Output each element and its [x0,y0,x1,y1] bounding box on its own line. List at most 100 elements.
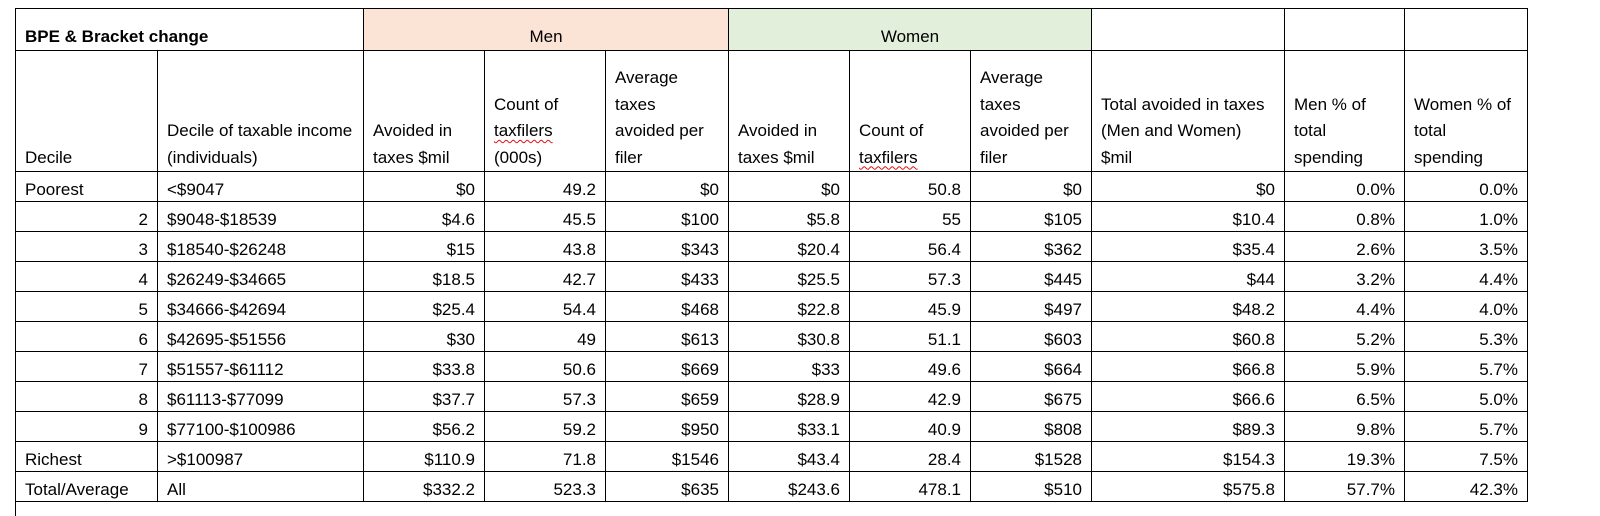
cell-men-count[interactable]: 54.4 [484,291,606,322]
cell-women-count[interactable]: 28.4 [849,441,971,472]
cell-men-pct[interactable]: 5.2% [1284,321,1405,352]
col-header-women-count[interactable]: Count of taxfilers [849,50,971,172]
cell-men-pct[interactable]: 5.9% [1284,351,1405,382]
cell-men-pct[interactable]: 9.8% [1284,411,1405,442]
cell-women-pct[interactable]: 5.7% [1404,411,1528,442]
cell-men-count[interactable]: 57.3 [484,381,606,412]
cell-men-pct[interactable]: 6.5% [1284,381,1405,412]
cell-women-avoided[interactable]: $33.1 [728,411,850,442]
cell-total-avoided[interactable]: $575.8 [1091,471,1285,502]
men-group-header[interactable]: Men [363,8,729,51]
table-title-cell[interactable]: BPE & Bracket change [15,8,364,51]
cell-women-pct[interactable]: 4.0% [1404,291,1528,322]
cell-women-pct[interactable]: 5.3% [1404,321,1528,352]
cell-total-avoided[interactable]: $0 [1091,171,1285,202]
cell-decile[interactable]: 9 [15,411,158,442]
cell-women-average[interactable]: $0 [970,171,1092,202]
cell-men-avoided[interactable]: $110.9 [363,441,485,472]
cell-women-pct[interactable]: 42.3% [1404,471,1528,502]
cell-women-count[interactable]: 49.6 [849,351,971,382]
col-header-men-pct[interactable]: Men % of total spending [1284,50,1405,172]
cell-women-count[interactable]: 55 [849,201,971,232]
cell-women-pct[interactable]: 1.0% [1404,201,1528,232]
cell-men-average[interactable]: $659 [605,381,729,412]
cell-men-pct[interactable]: 2.6% [1284,231,1405,262]
cell-women-average[interactable]: $445 [970,261,1092,292]
cell-decile[interactable]: 2 [15,201,158,232]
cell-income-range[interactable]: All [157,471,364,502]
cell-men-avoided[interactable]: $37.7 [363,381,485,412]
cell-women-average[interactable]: $808 [970,411,1092,442]
cell-income-range[interactable]: $18540-$26248 [157,231,364,262]
cell-income-range[interactable]: $34666-$42694 [157,291,364,322]
cell-men-average[interactable]: $1546 [605,441,729,472]
cell-men-count[interactable]: 71.8 [484,441,606,472]
cell-men-avoided[interactable]: $0 [363,171,485,202]
empty-header-cell[interactable] [1284,8,1405,51]
cell-total-avoided[interactable]: $66.6 [1091,381,1285,412]
cell-women-count[interactable]: 40.9 [849,411,971,442]
cell-men-count[interactable]: 42.7 [484,261,606,292]
col-header-men-avoided[interactable]: Avoided in taxes $mil [363,50,485,172]
cell-total-avoided[interactable]: $154.3 [1091,441,1285,472]
cell-total-avoided[interactable]: $89.3 [1091,411,1285,442]
cell-women-pct[interactable]: 5.7% [1404,351,1528,382]
cell-income-range[interactable]: $51557-$61112 [157,351,364,382]
cell-men-avoided[interactable]: $25.4 [363,291,485,322]
cell-men-avoided[interactable]: $33.8 [363,351,485,382]
cell-women-pct[interactable]: 3.5% [1404,231,1528,262]
cell-total-avoided[interactable]: $10.4 [1091,201,1285,232]
cell-income-range[interactable]: $9048-$18539 [157,201,364,232]
cell-decile[interactable]: Richest [15,441,158,472]
cell-decile[interactable]: 5 [15,291,158,322]
cell-decile[interactable]: Poorest [15,171,158,202]
cell-men-average[interactable]: $100 [605,201,729,232]
cell-decile[interactable]: 8 [15,381,158,412]
cell-men-avoided[interactable]: $30 [363,321,485,352]
cell-men-count[interactable]: 43.8 [484,231,606,262]
cell-women-average[interactable]: $105 [970,201,1092,232]
cell-women-avoided[interactable]: $33 [728,351,850,382]
cell-income-range[interactable]: $26249-$34665 [157,261,364,292]
col-header-income-range[interactable]: Decile of taxable income (individuals) [157,50,364,172]
col-header-women-avoided[interactable]: Avoided in taxes $mil [728,50,850,172]
cell-men-average[interactable]: $433 [605,261,729,292]
cell-women-count[interactable]: 478.1 [849,471,971,502]
cell-men-avoided[interactable]: $15 [363,231,485,262]
cell-decile[interactable]: 3 [15,231,158,262]
cell-men-count[interactable]: 50.6 [484,351,606,382]
cell-men-pct[interactable]: 0.8% [1284,201,1405,232]
cell-women-avoided[interactable]: $20.4 [728,231,850,262]
cell-men-average[interactable]: $613 [605,321,729,352]
cell-men-count[interactable]: 45.5 [484,201,606,232]
cell-total-avoided[interactable]: $48.2 [1091,291,1285,322]
col-header-decile[interactable]: Decile [15,50,158,172]
cell-women-average[interactable]: $497 [970,291,1092,322]
cell-total-avoided[interactable]: $60.8 [1091,321,1285,352]
cell-income-range[interactable]: <$9047 [157,171,364,202]
cell-women-pct[interactable]: 7.5% [1404,441,1528,472]
cell-income-range[interactable]: $42695-$51556 [157,321,364,352]
cell-men-average[interactable]: $0 [605,171,729,202]
cell-women-average[interactable]: $1528 [970,441,1092,472]
cell-men-avoided[interactable]: $332.2 [363,471,485,502]
cell-men-pct[interactable]: 4.4% [1284,291,1405,322]
cell-total-avoided[interactable]: $35.4 [1091,231,1285,262]
cell-decile[interactable]: Total/Average [15,471,158,502]
cell-women-avoided[interactable]: $30.8 [728,321,850,352]
col-header-women-pct[interactable]: Women % of total spending [1404,50,1528,172]
cell-women-average[interactable]: $603 [970,321,1092,352]
cell-men-avoided[interactable]: $56.2 [363,411,485,442]
cell-men-pct[interactable]: 0.0% [1284,171,1405,202]
cell-total-avoided[interactable]: $66.8 [1091,351,1285,382]
cell-men-average[interactable]: $343 [605,231,729,262]
cell-men-pct[interactable]: 57.7% [1284,471,1405,502]
col-header-men-average[interactable]: Average taxes avoided per filer [605,50,729,172]
cell-women-pct[interactable]: 4.4% [1404,261,1528,292]
cell-total-avoided[interactable]: $44 [1091,261,1285,292]
cell-women-avoided[interactable]: $43.4 [728,441,850,472]
cell-women-count[interactable]: 56.4 [849,231,971,262]
cell-men-count[interactable]: 49.2 [484,171,606,202]
cell-decile[interactable]: 4 [15,261,158,292]
cell-women-count[interactable]: 57.3 [849,261,971,292]
